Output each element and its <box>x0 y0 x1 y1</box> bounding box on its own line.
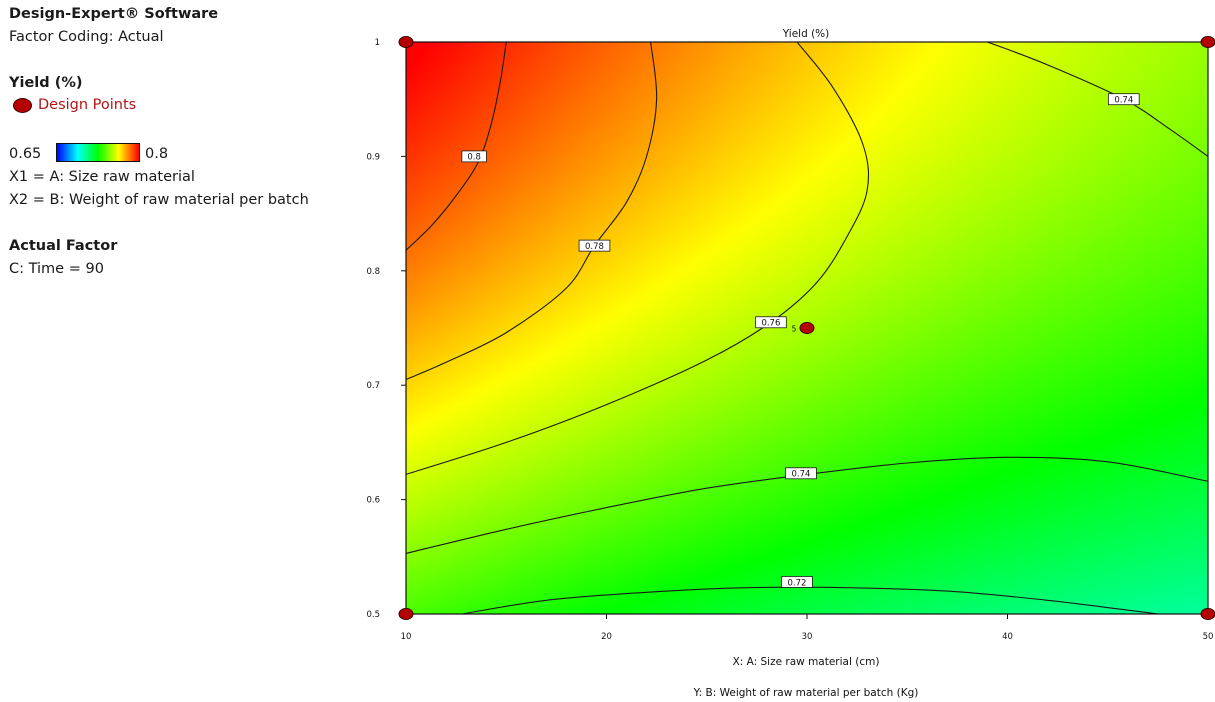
x-tick-label: 50 <box>1203 632 1214 642</box>
contour-label: 0.76 <box>761 319 780 329</box>
contour-label-box <box>755 316 787 329</box>
design-point[interactable] <box>799 322 815 334</box>
contour-label-box <box>461 150 487 163</box>
response-title: Yield (%) <box>9 75 83 91</box>
actual-factor-title: Actual Factor <box>9 238 118 254</box>
software-title: Design-Expert® Software <box>9 6 219 22</box>
y-tick-label: 0.9 <box>366 152 380 162</box>
contour-label: 0.72 <box>788 578 807 588</box>
y-tick-label: 1 <box>375 38 380 48</box>
scale-max: 0.8 <box>145 146 169 162</box>
contour-label-box <box>785 467 817 480</box>
color-scale-bar <box>56 143 140 162</box>
x-tick-label: 40 <box>1002 632 1013 642</box>
factor-coding: Factor Coding: Actual <box>9 29 164 45</box>
design-points[interactable]: 5 <box>398 36 1215 620</box>
contour-label-box <box>578 239 611 252</box>
design-point[interactable] <box>1200 36 1215 48</box>
design-point[interactable] <box>398 608 414 620</box>
y-axis-label: Y: B: Weight of raw material per batch (… <box>693 687 919 699</box>
x-tick-label: 10 <box>401 632 412 642</box>
contour-label: 0.74 <box>1114 96 1133 106</box>
contour-label: 0.74 <box>792 470 811 480</box>
chart-title: Yield (%) <box>782 28 830 40</box>
contour-label-box <box>781 576 813 588</box>
x2-description: X2 = B: Weight of raw material per batch <box>9 192 309 208</box>
scale-min: 0.65 <box>9 146 42 162</box>
x-axis-label: X: A: Size raw material (cm) <box>733 656 880 668</box>
contour-line-2 <box>406 42 870 475</box>
design-point[interactable] <box>398 36 414 48</box>
x-tick-label: 30 <box>802 632 813 642</box>
y-tick-label: 0.6 <box>366 496 380 506</box>
contour-label-box <box>1107 93 1140 106</box>
design-point-count: 5 <box>792 325 797 334</box>
x-tick-label: 20 <box>601 632 612 642</box>
design-point-marker-icon <box>13 98 32 113</box>
y-tick-label: 0.5 <box>366 610 380 620</box>
y-tick-label: 0.8 <box>366 267 380 277</box>
actual-factor-value: C: Time = 90 <box>9 261 104 277</box>
x1-description: X1 = A: Size raw material <box>9 169 195 185</box>
contour-label: 0.8 <box>467 153 481 163</box>
y-tick-label: 0.7 <box>366 381 380 391</box>
contour-labels: 0.8 0.78 0.76 0.74 0.74 0.72 <box>461 93 1140 588</box>
design-points-label: Design Points <box>38 97 137 113</box>
contour-label: 0.78 <box>585 242 604 252</box>
design-point[interactable] <box>1200 608 1215 620</box>
